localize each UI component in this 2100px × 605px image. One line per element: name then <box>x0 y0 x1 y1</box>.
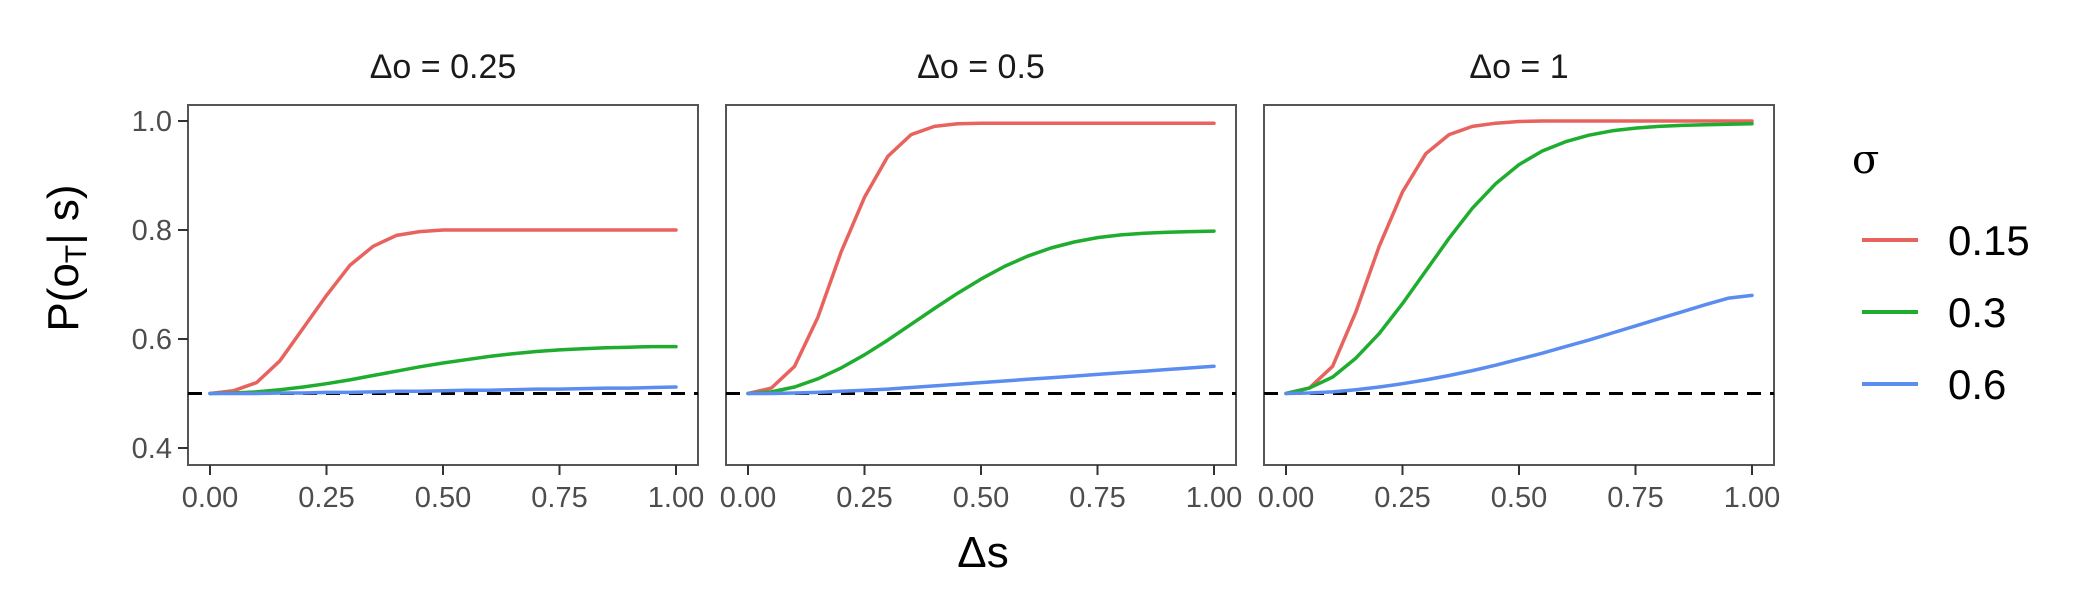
x-tick-label: 1.00 <box>1186 482 1242 514</box>
legend-entry-0.15: 0.15 <box>1862 217 2030 264</box>
panel-frame-3 <box>1263 104 1775 466</box>
x-tick-label: 0.25 <box>1374 482 1430 514</box>
y-tick-label: 0.4 <box>132 433 172 465</box>
series-line-sigma-0.3-panel-2 <box>746 229 1216 396</box>
facet-title-3: Δo = 1 <box>1469 48 1568 86</box>
x-tick-label: 1.00 <box>1724 482 1780 514</box>
legend-entries: 0.15 0.3 0.6 <box>1862 217 2030 408</box>
series-line-sigma-0.15-panel-3 <box>1284 119 1754 396</box>
series-line-sigma-0.6-panel-1 <box>208 385 678 396</box>
panel-frame-1 <box>187 104 699 466</box>
x-tick-label: 0.00 <box>720 482 776 514</box>
x-tick-label: 0.25 <box>836 482 892 514</box>
y-tick-label: 1.0 <box>132 106 172 138</box>
facet-panel-1: Δo = 0.25 0.00 0.25 0.50 0.75 1.00 0.4 0.6 0.8 1.… <box>132 48 705 514</box>
x-tick-label: 0.75 <box>1069 482 1125 514</box>
x-tick-label: 0.50 <box>1491 482 1547 514</box>
y-tick-label: 0.6 <box>132 324 172 356</box>
y-axis-title-subscript: T <box>60 245 93 263</box>
facet-panel-3: Δo = 1 0.00 0.25 0.50 0.75 1.00 <box>1258 48 1780 514</box>
legend-title: σ <box>1852 137 1879 183</box>
series-line-sigma-0.3-panel-3 <box>1284 121 1754 396</box>
panel-frame-2 <box>725 104 1237 466</box>
series-line-sigma-0.15-panel-2 <box>746 121 1216 396</box>
series-line-sigma-0.6-panel-2 <box>746 364 1216 396</box>
panels-layer: Δo = 0.25 0.00 0.25 0.50 0.75 1.00 0.4 0.6 0.8 1.… <box>132 48 1781 514</box>
x-tick-label: 0.50 <box>415 482 471 514</box>
x-tick-label: 0.00 <box>182 482 238 514</box>
legend-label-0.3: 0.3 <box>1948 289 2006 336</box>
y-axis-title-main: P(o <box>39 263 88 331</box>
x-tick-label: 1.00 <box>648 482 704 514</box>
x-tick-label: 0.25 <box>298 482 354 514</box>
y-axis-title: P(oT| s) <box>39 184 93 331</box>
x-tick-label: 0.00 <box>1258 482 1314 514</box>
series-line-sigma-0.3-panel-1 <box>208 344 678 396</box>
legend-entry-0.3: 0.3 <box>1862 289 2006 336</box>
legend-entry-0.6: 0.6 <box>1862 361 2006 408</box>
series-line-sigma-0.15-panel-1 <box>208 228 678 396</box>
legend-label-0.6: 0.6 <box>1948 361 2006 408</box>
facet-title-1: Δo = 0.25 <box>370 48 517 86</box>
x-tick-label: 0.50 <box>953 482 1009 514</box>
series-line-sigma-0.6-panel-3 <box>1284 293 1754 396</box>
y-tick-label: 0.8 <box>132 215 172 247</box>
facet-title-2: Δo = 0.5 <box>917 48 1045 86</box>
x-tick-label: 0.75 <box>531 482 587 514</box>
legend-label-0.15: 0.15 <box>1948 217 2030 264</box>
x-tick-label: 0.75 <box>1607 482 1663 514</box>
y-axis-title-suffix: | s) <box>39 184 88 244</box>
facet-panel-2: Δo = 0.5 0.00 0.25 0.50 0.75 1.00 <box>720 48 1242 514</box>
x-axis-title: Δs <box>957 528 1008 577</box>
legend: σ 0.15 0.3 0.6 <box>1852 137 2030 408</box>
